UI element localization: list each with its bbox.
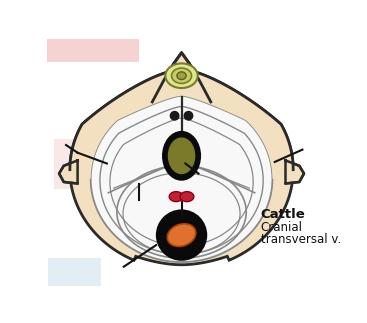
Text: Cranial: Cranial: [261, 221, 303, 234]
Ellipse shape: [180, 192, 194, 202]
Polygon shape: [70, 69, 293, 179]
Ellipse shape: [163, 132, 200, 180]
Bar: [48, 258, 101, 286]
Bar: [212, 141, 278, 188]
Text: Cattle: Cattle: [261, 208, 306, 221]
Polygon shape: [70, 69, 293, 265]
Polygon shape: [91, 96, 272, 262]
Polygon shape: [286, 161, 304, 183]
Ellipse shape: [171, 68, 192, 83]
Circle shape: [157, 211, 206, 260]
Polygon shape: [59, 161, 77, 183]
Circle shape: [157, 211, 206, 260]
Ellipse shape: [169, 192, 183, 202]
Bar: [47, 39, 139, 62]
Ellipse shape: [166, 63, 198, 88]
Circle shape: [184, 111, 193, 120]
Text: transversal v.: transversal v.: [261, 233, 341, 246]
Ellipse shape: [177, 72, 186, 79]
Bar: [145, 168, 199, 208]
Ellipse shape: [168, 138, 195, 173]
Bar: [54, 139, 120, 189]
Polygon shape: [152, 53, 211, 116]
Ellipse shape: [167, 224, 196, 246]
Circle shape: [170, 111, 179, 120]
